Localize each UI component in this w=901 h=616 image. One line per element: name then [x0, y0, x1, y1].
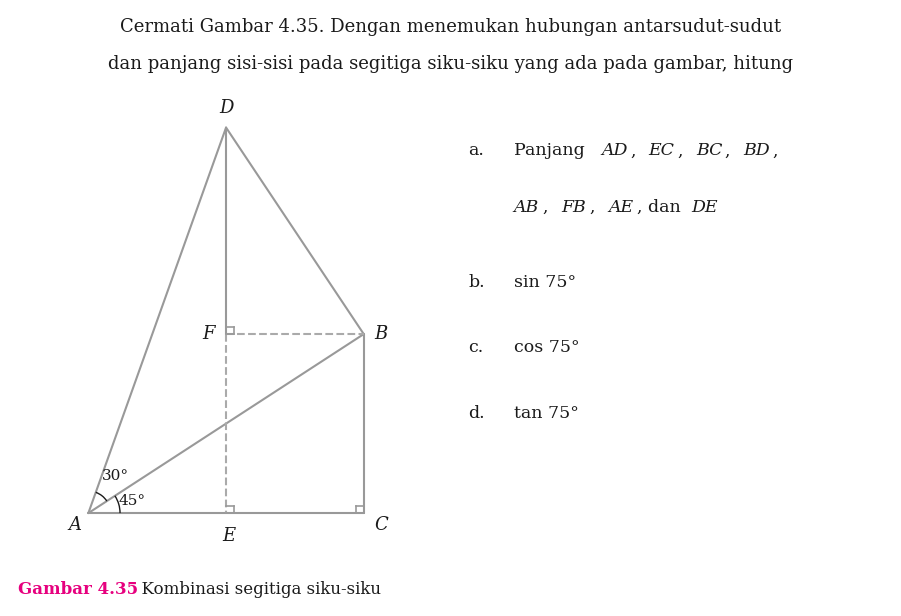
Text: a.: a.	[469, 142, 485, 160]
Text: , dan: , dan	[638, 198, 690, 216]
Text: cos 75°: cos 75°	[514, 339, 579, 356]
Text: 45°: 45°	[119, 493, 146, 508]
Text: D: D	[219, 99, 233, 116]
Text: C: C	[375, 516, 388, 534]
Text: c.: c.	[469, 339, 484, 356]
Text: AE: AE	[608, 198, 633, 216]
Text: BC: BC	[696, 142, 723, 160]
Text: Cermati Gambar 4.35. Dengan menemukan hubungan antarsudut-sudut: Cermati Gambar 4.35. Dengan menemukan hu…	[120, 18, 781, 36]
Text: Kombinasi segitiga siku-siku: Kombinasi segitiga siku-siku	[131, 580, 380, 598]
Text: Panjang: Panjang	[514, 142, 593, 160]
Text: ,: ,	[773, 142, 778, 160]
Text: ,: ,	[542, 198, 557, 216]
Text: AB: AB	[514, 198, 539, 216]
Text: FB: FB	[560, 198, 586, 216]
Text: b.: b.	[469, 274, 485, 291]
Text: 30°: 30°	[102, 469, 129, 483]
Text: ,: ,	[678, 142, 692, 160]
Text: ,: ,	[590, 198, 605, 216]
Text: EC: EC	[649, 142, 675, 160]
Text: sin 75°: sin 75°	[514, 274, 576, 291]
Text: d.: d.	[469, 405, 485, 421]
Text: A: A	[68, 516, 81, 534]
Text: ,: ,	[631, 142, 645, 160]
Text: Gambar 4.35: Gambar 4.35	[18, 580, 138, 598]
Text: ,: ,	[725, 142, 740, 160]
Text: AD: AD	[602, 142, 628, 160]
Text: B: B	[375, 325, 388, 343]
Text: E: E	[223, 527, 235, 545]
Text: BD: BD	[743, 142, 770, 160]
Text: tan 75°: tan 75°	[514, 405, 578, 421]
Text: dan panjang sisi-sisi pada segitiga siku-siku yang ada pada gambar, hitung: dan panjang sisi-sisi pada segitiga siku…	[108, 55, 793, 73]
Text: DE: DE	[692, 198, 718, 216]
Text: F: F	[203, 325, 215, 343]
